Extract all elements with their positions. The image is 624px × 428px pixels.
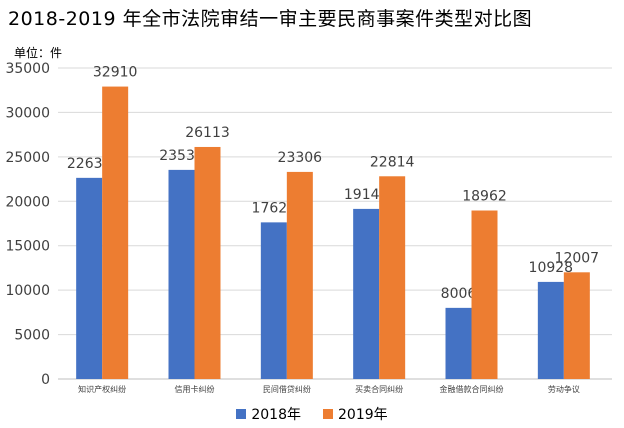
x-tick-label: 劳动争议 xyxy=(548,384,580,394)
bar-2018 xyxy=(445,307,472,379)
data-label: 22814 xyxy=(370,154,415,170)
bar-2019 xyxy=(102,86,129,380)
bar-2019 xyxy=(379,176,406,379)
y-tick-label: 25000 xyxy=(5,150,50,166)
bar-2018 xyxy=(260,222,287,379)
data-label: 32910 xyxy=(93,65,138,81)
legend-swatch-2019 xyxy=(323,409,333,419)
y-tick-label: 30000 xyxy=(5,105,50,121)
bar-2018 xyxy=(353,208,380,379)
unit-label: 单位：件 xyxy=(14,46,63,60)
data-label: 12007 xyxy=(555,250,600,266)
legend-item-2019: 2019年 xyxy=(323,404,388,424)
x-tick-label: 民间借贷纠纷 xyxy=(263,384,311,394)
y-tick-label: 35000 xyxy=(5,61,50,77)
data-label: 19143 xyxy=(344,187,389,203)
data-label: 23534 xyxy=(159,148,204,164)
x-tick-label: 信用卡纠纷 xyxy=(175,384,215,394)
data-label: 8006 xyxy=(441,286,477,302)
legend-swatch-2018 xyxy=(236,409,247,419)
y-tick-label: 10000 xyxy=(5,283,50,299)
legend-label-2019: 2019年 xyxy=(338,407,388,423)
x-tick-label: 买卖合同纠纷 xyxy=(355,384,403,394)
data-label: 10928 xyxy=(529,260,574,276)
data-label: 26113 xyxy=(185,125,230,141)
bar-2018 xyxy=(537,281,564,379)
y-tick-label: 15000 xyxy=(5,239,50,255)
legend: 2018年 2019年 xyxy=(0,404,624,424)
bar-2018 xyxy=(76,177,103,379)
x-tick-label: 知识产权纠纷 xyxy=(78,384,126,394)
bar-2019 xyxy=(286,171,313,379)
bar-2019 xyxy=(563,272,590,379)
legend-item-2018: 2018年 xyxy=(236,404,301,424)
legend-label-2018: 2018年 xyxy=(251,407,301,423)
x-tick-label: 金融借款合同纠纷 xyxy=(440,384,504,394)
chart-title: 2018-2019 年全市法院审结一审主要民商事案件类型对比图 xyxy=(8,8,533,30)
data-label: 18962 xyxy=(462,189,507,205)
bar-2018 xyxy=(168,169,195,379)
data-label: 22637 xyxy=(67,156,112,172)
y-tick-label: 0 xyxy=(41,372,50,388)
bar-2019 xyxy=(194,146,221,379)
y-tick-label: 20000 xyxy=(5,194,50,210)
y-tick-label: 5000 xyxy=(14,328,50,344)
data-label: 17628 xyxy=(252,200,297,216)
bar-2019 xyxy=(471,210,498,379)
data-label: 23306 xyxy=(278,150,323,166)
